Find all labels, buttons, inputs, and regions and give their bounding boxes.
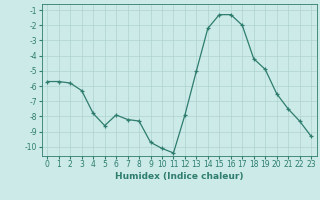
X-axis label: Humidex (Indice chaleur): Humidex (Indice chaleur): [115, 172, 244, 181]
